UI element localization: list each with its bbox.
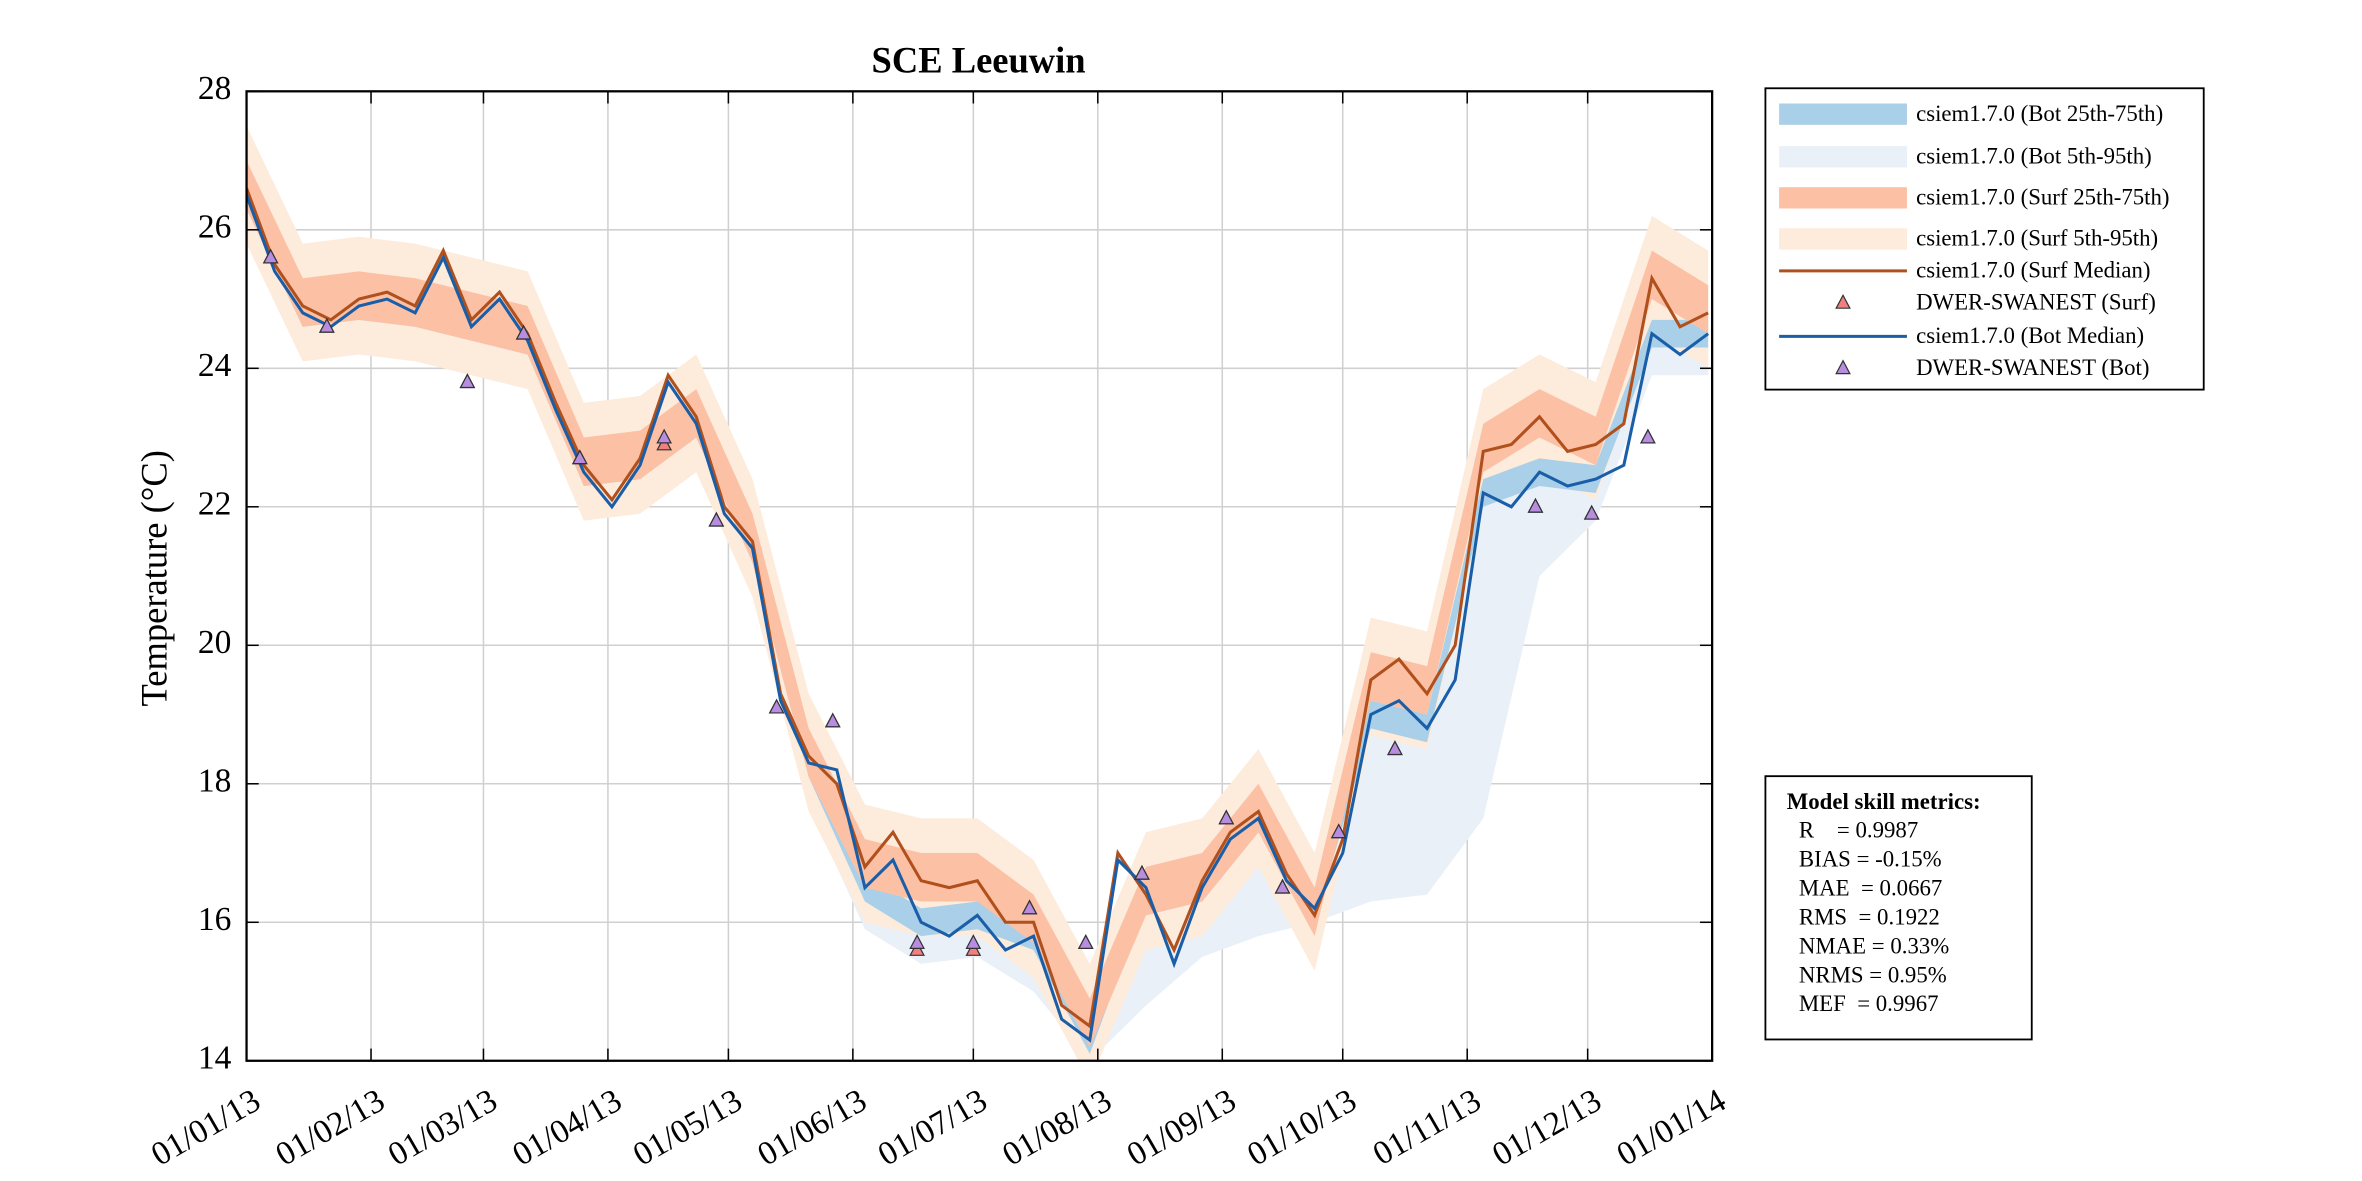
observation: [824, 712, 841, 728]
y-tick-label: 18: [198, 762, 231, 799]
legend-label: csiem1.7.0 (Bot 5th-95th): [1916, 144, 2152, 169]
observation: [909, 934, 925, 949]
observation: [515, 324, 532, 340]
observation: [1330, 823, 1347, 839]
legend-label: DWER-SWANEST (Surf): [1916, 290, 2156, 315]
y-tick-label: 14: [198, 1039, 232, 1076]
metric-text: MAE = 0.0667: [1799, 876, 1942, 901]
plot-area: [246, 125, 1710, 1061]
metric-text: RMS = 0.1922: [1799, 904, 1940, 929]
legend-label: DWER-SWANEST (Bot): [1916, 355, 2149, 380]
chart-title: SCE Leeuwin: [872, 39, 1086, 80]
band: [246, 160, 1709, 1047]
legend-label: csiem1.7.0 (Surf 5th-95th): [1916, 226, 2158, 251]
median-line: [246, 187, 1709, 1029]
observation: [1021, 899, 1038, 915]
legend-swatch: [1779, 146, 1907, 168]
observation: [708, 511, 725, 527]
observation: [656, 428, 673, 444]
legend-label: csiem1.7.0 (Bot 25th-75th): [1916, 101, 2163, 126]
metric-text: Model skill metrics:: [1787, 789, 1981, 814]
legend-swatch: [1835, 293, 1851, 309]
observation: [1134, 864, 1150, 880]
y-tick-label: 28: [198, 70, 231, 107]
observation: [1527, 497, 1544, 513]
observation: [1640, 428, 1656, 444]
legend-swatch: [1779, 187, 1907, 209]
observation: [768, 698, 785, 714]
observation: [1387, 740, 1403, 756]
axes-box: [245, 90, 1714, 1062]
y-tick-label: 24: [198, 347, 232, 384]
y-tick-label: 22: [198, 485, 231, 522]
y-tick-label: 26: [198, 208, 231, 245]
metric-text: NMAE = 0.33%: [1799, 933, 1949, 958]
metric-text: NRMS = 0.95%: [1799, 962, 1947, 987]
observation: [262, 248, 279, 264]
metrics-box: [1764, 775, 2033, 1041]
metric-text: MEF = 0.9967: [1799, 991, 1939, 1016]
legend-swatch: [1835, 359, 1851, 375]
y-tick-label: 20: [198, 624, 231, 661]
legend-swatch: [1779, 228, 1907, 250]
observation: [1583, 504, 1600, 520]
observation: [318, 317, 335, 333]
metric-text: BIAS = -0.15%: [1799, 847, 1942, 872]
legend: csiem1.7.0 (Bot 25th-75th) csiem1.7.0 (Bo…: [1779, 101, 2170, 380]
observation: [1077, 934, 1094, 949]
y-axis-label: Temperature (°C): [134, 450, 175, 706]
y-tick-label: 16: [198, 901, 231, 938]
median-line: [246, 194, 1710, 1043]
legend-label: csiem1.7.0 (Surf 25th-75th): [1916, 185, 2169, 210]
metric-text: R = 0.9987: [1799, 818, 1918, 843]
observation: [1218, 809, 1235, 825]
legend-label: csiem1.7.0 (Surf Median): [1916, 258, 2150, 283]
observation: [459, 373, 476, 389]
observation: [1274, 878, 1291, 894]
band: [246, 125, 1709, 1061]
legend-swatch: [1779, 103, 1907, 125]
metrics: Model skill metrics: R = 0.9987 BIAS = -0.…: [1787, 789, 1981, 1016]
legend-label: csiem1.7.0 (Bot Median): [1916, 323, 2144, 348]
observation: [571, 449, 588, 465]
observation: [965, 934, 982, 949]
